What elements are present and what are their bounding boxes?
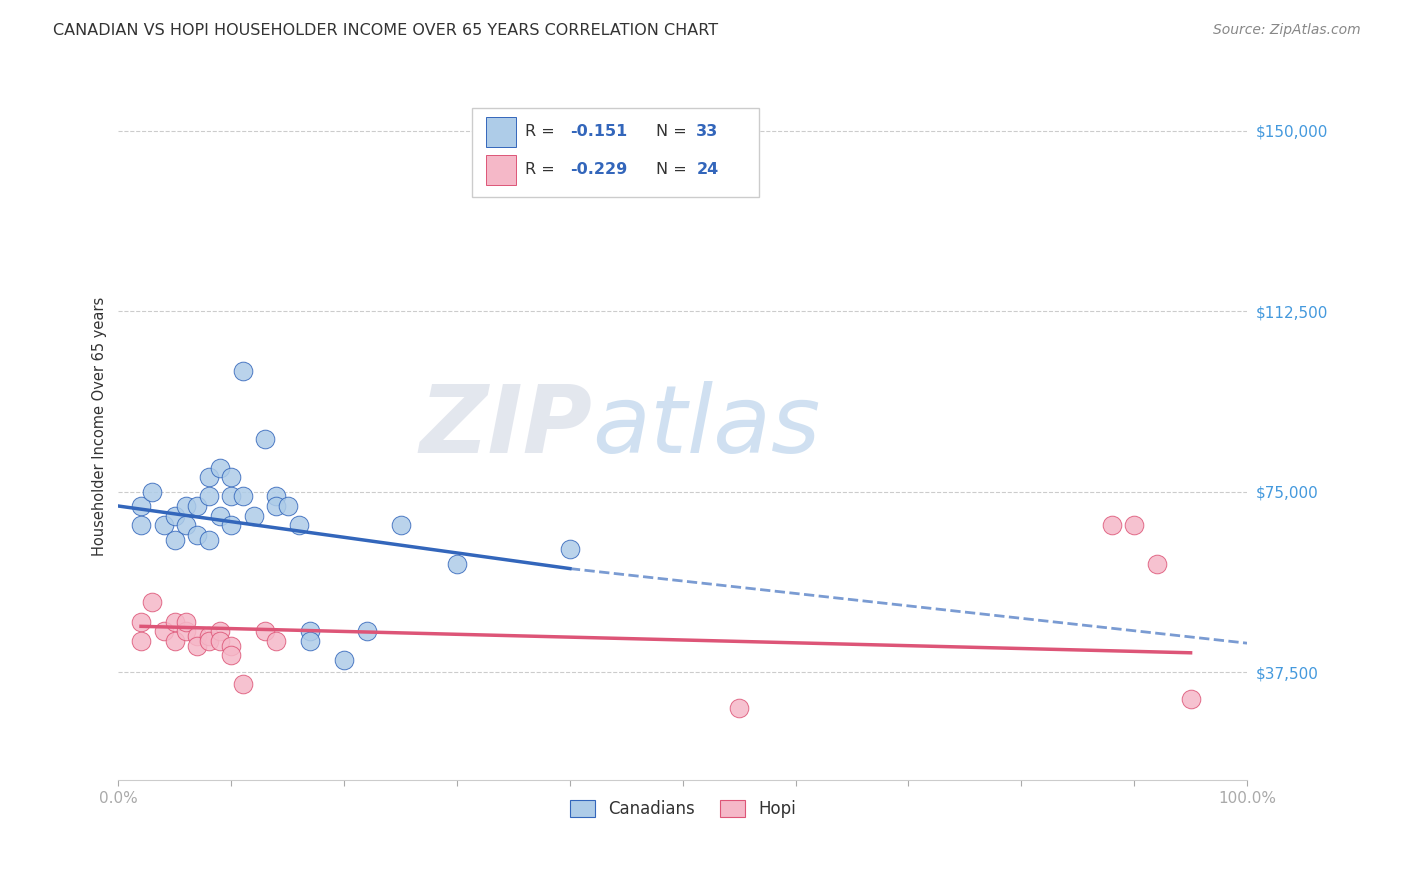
Point: [221, 490, 243, 504]
Point: [1180, 691, 1202, 706]
Point: [356, 624, 378, 639]
Text: atlas: atlas: [592, 381, 821, 472]
Legend: Canadians, Hopi: Canadians, Hopi: [562, 794, 803, 825]
Point: [129, 518, 152, 533]
Point: [254, 624, 277, 639]
Point: [129, 615, 152, 629]
Point: [1146, 557, 1168, 571]
Point: [152, 518, 174, 533]
Point: [208, 624, 231, 639]
Point: [389, 518, 412, 533]
Point: [186, 629, 208, 643]
Point: [232, 677, 254, 691]
Text: ZIP: ZIP: [419, 381, 592, 473]
Point: [129, 499, 152, 513]
Text: R =: R =: [524, 162, 560, 178]
Point: [266, 490, 288, 504]
Point: [277, 499, 299, 513]
Text: -0.229: -0.229: [569, 162, 627, 178]
Point: [197, 629, 219, 643]
Point: [186, 639, 208, 653]
Point: [197, 490, 219, 504]
Point: [1101, 518, 1123, 533]
Point: [197, 533, 219, 547]
Point: [299, 624, 322, 639]
Point: [558, 542, 581, 557]
Point: [152, 624, 174, 639]
FancyBboxPatch shape: [486, 155, 516, 185]
Point: [163, 633, 186, 648]
FancyBboxPatch shape: [471, 108, 759, 197]
Point: [163, 615, 186, 629]
Point: [163, 533, 186, 547]
Point: [174, 499, 197, 513]
Point: [254, 432, 277, 446]
Point: [299, 633, 322, 648]
Point: [446, 557, 468, 571]
Point: [186, 499, 208, 513]
Point: [174, 615, 197, 629]
Point: [266, 499, 288, 513]
Text: N =: N =: [655, 124, 692, 139]
Point: [186, 528, 208, 542]
Point: [197, 633, 219, 648]
Point: [232, 490, 254, 504]
Text: 24: 24: [696, 162, 718, 178]
Text: N =: N =: [655, 162, 692, 178]
Point: [221, 470, 243, 484]
Text: R =: R =: [524, 124, 560, 139]
Point: [728, 701, 751, 715]
Point: [221, 639, 243, 653]
Point: [141, 595, 163, 609]
FancyBboxPatch shape: [486, 117, 516, 146]
Text: CANADIAN VS HOPI HOUSEHOLDER INCOME OVER 65 YEARS CORRELATION CHART: CANADIAN VS HOPI HOUSEHOLDER INCOME OVER…: [53, 23, 718, 38]
Point: [221, 518, 243, 533]
Text: Source: ZipAtlas.com: Source: ZipAtlas.com: [1213, 23, 1361, 37]
Point: [333, 653, 356, 667]
Point: [197, 470, 219, 484]
Point: [221, 648, 243, 663]
Point: [288, 518, 311, 533]
Text: 33: 33: [696, 124, 718, 139]
Point: [208, 460, 231, 475]
Point: [208, 633, 231, 648]
Point: [129, 633, 152, 648]
Text: -0.151: -0.151: [569, 124, 627, 139]
Point: [208, 508, 231, 523]
Point: [232, 364, 254, 378]
Point: [163, 508, 186, 523]
Point: [243, 508, 266, 523]
Point: [1123, 518, 1146, 533]
Point: [141, 484, 163, 499]
Y-axis label: Householder Income Over 65 years: Householder Income Over 65 years: [93, 297, 107, 557]
Point: [266, 633, 288, 648]
Point: [174, 518, 197, 533]
Point: [174, 624, 197, 639]
